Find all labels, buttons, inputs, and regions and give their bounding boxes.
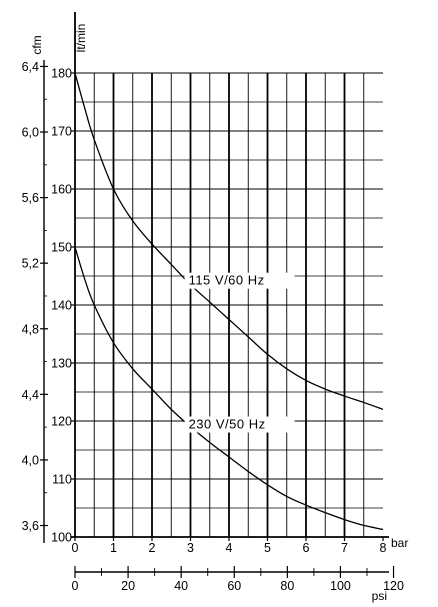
y-lmin-axis-label: lt/min <box>74 24 88 53</box>
y-lmin-tick-label: 170 <box>51 125 72 139</box>
x-psi-axis-label: psi <box>372 589 387 603</box>
series-annotation-2: 230 V/50 Hz <box>189 417 266 432</box>
series-annotation-bg <box>184 272 295 289</box>
x-psi-tick-label: 20 <box>121 579 135 593</box>
y-cfm-tick-label: 4,0 <box>22 453 39 467</box>
series-line-1 <box>74 72 384 411</box>
x-bar-tick-label: 4 <box>226 541 233 555</box>
y-cfm-axis-label: cfm <box>30 35 44 54</box>
x-psi-tick-label: 60 <box>227 579 241 593</box>
series-annotation-bg <box>184 416 295 433</box>
grid-major <box>75 72 383 537</box>
y-lmin-tick-label: 120 <box>51 415 72 429</box>
series-annotation-1: 115 V/60 Hz <box>189 273 265 288</box>
x-bar-tick-label: 6 <box>303 541 310 555</box>
x-psi-tick-label: 0 <box>72 579 79 593</box>
curves <box>74 72 384 531</box>
y-cfm-tick-label: 6,4 <box>22 60 39 74</box>
x-bar-tick-label: 3 <box>187 541 194 555</box>
x-psi-tick-label: 100 <box>330 579 351 593</box>
x-bar-tick-label: 7 <box>341 541 348 555</box>
y-lmin-tick-label: 180 <box>51 67 72 81</box>
y-lmin-tick-label: 100 <box>51 531 72 545</box>
y-cfm-tick-label: 6,0 <box>22 126 39 140</box>
x-bar-axis-label: bar <box>391 536 408 550</box>
y-lmin-tick-label: 150 <box>51 241 72 255</box>
x-bar-tick-label: 0 <box>72 541 79 555</box>
y-cfm-tick-label: 5,2 <box>22 257 39 271</box>
y-cfm-tick-label: 4,8 <box>22 322 39 336</box>
labels: 1001101201301401501601701803,64,04,44,85… <box>22 24 409 603</box>
y-cfm-tick-label: 4,4 <box>22 388 39 402</box>
y-lmin-tick-label: 160 <box>51 183 72 197</box>
axes <box>40 12 395 578</box>
x-bar-tick-label: 8 <box>380 541 387 555</box>
y-cfm-tick-label: 3,6 <box>22 519 39 533</box>
series-line-2 <box>74 246 384 531</box>
x-bar-tick-label: 1 <box>110 541 117 555</box>
y-lmin-tick-label: 130 <box>51 357 72 371</box>
x-bar-tick-label: 5 <box>264 541 271 555</box>
x-psi-tick-label: 40 <box>174 579 188 593</box>
x-psi-tick-label: 80 <box>280 579 294 593</box>
y-lmin-tick-label: 110 <box>52 473 72 487</box>
x-psi-tick-label: 120 <box>383 579 404 593</box>
x-bar-tick-label: 2 <box>149 541 156 555</box>
y-cfm-tick-label: 5,6 <box>22 191 39 205</box>
y-lmin-tick-label: 140 <box>51 299 72 313</box>
